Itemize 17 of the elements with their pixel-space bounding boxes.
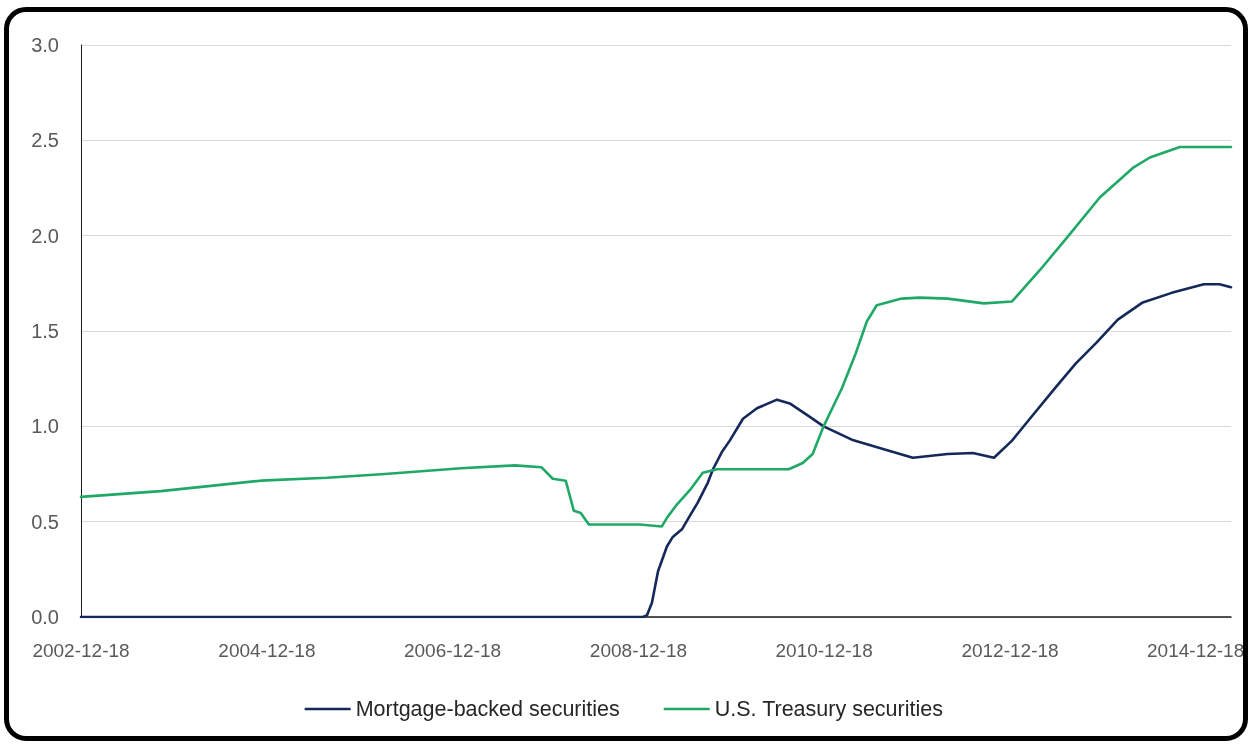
y-tick-label: 3.0 <box>31 34 59 56</box>
line-series <box>79 145 1233 528</box>
x-tick-label: 2004-12-18 <box>218 640 316 661</box>
y-tick-label: 0.0 <box>31 606 59 628</box>
x-tick-label: 2014-12-18 <box>1147 640 1245 661</box>
x-tick-label: 2006-12-18 <box>403 640 502 661</box>
x-tick-label: 2012-12-18 <box>961 640 1059 661</box>
y-tick-label: 0.5 <box>31 510 59 533</box>
x-tick-label: 2010-12-18 <box>775 640 873 661</box>
x-tick-label: 2008-12-18 <box>589 640 688 661</box>
y-tick-label: 2.0 <box>31 224 59 247</box>
legend-label: Mortgage-backed securities <box>355 697 620 721</box>
y-tick-label: 1.5 <box>31 320 59 342</box>
y-tick-label: 2.5 <box>31 129 59 152</box>
y-tick-label: 1.0 <box>31 415 59 438</box>
x-tick-label: 2002-12-18 <box>32 640 130 661</box>
legend-label: U.S. Treasury securities <box>714 697 943 721</box>
